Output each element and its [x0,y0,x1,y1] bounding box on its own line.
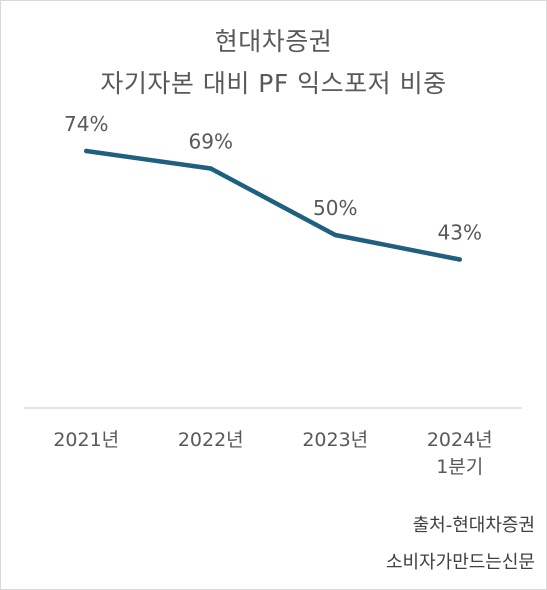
x-tick-label: 2022년 [178,429,244,451]
chart-title-line-1: 현대차증권 [214,27,333,56]
source-credit: 출처-현대차증권 [412,515,535,536]
publisher-credit: 소비자가만드는신문 [385,552,535,573]
data-point [457,257,462,262]
data-point [208,166,213,171]
x-tick-label: 2023년 [302,429,368,451]
data-label: 69% [189,130,233,154]
series-line [84,148,462,262]
data-label: 50% [313,196,357,220]
data-label: 74% [64,112,108,136]
chart-title-line-2: 자기자본 대비 PF 익스포저 비중 [100,69,447,98]
x-tick-label: 2024년 1분기 [427,429,493,478]
x-tick-label: 2021년 [53,429,119,451]
data-label: 43% [438,221,482,245]
data-point [333,232,338,238]
data-point [84,148,89,154]
